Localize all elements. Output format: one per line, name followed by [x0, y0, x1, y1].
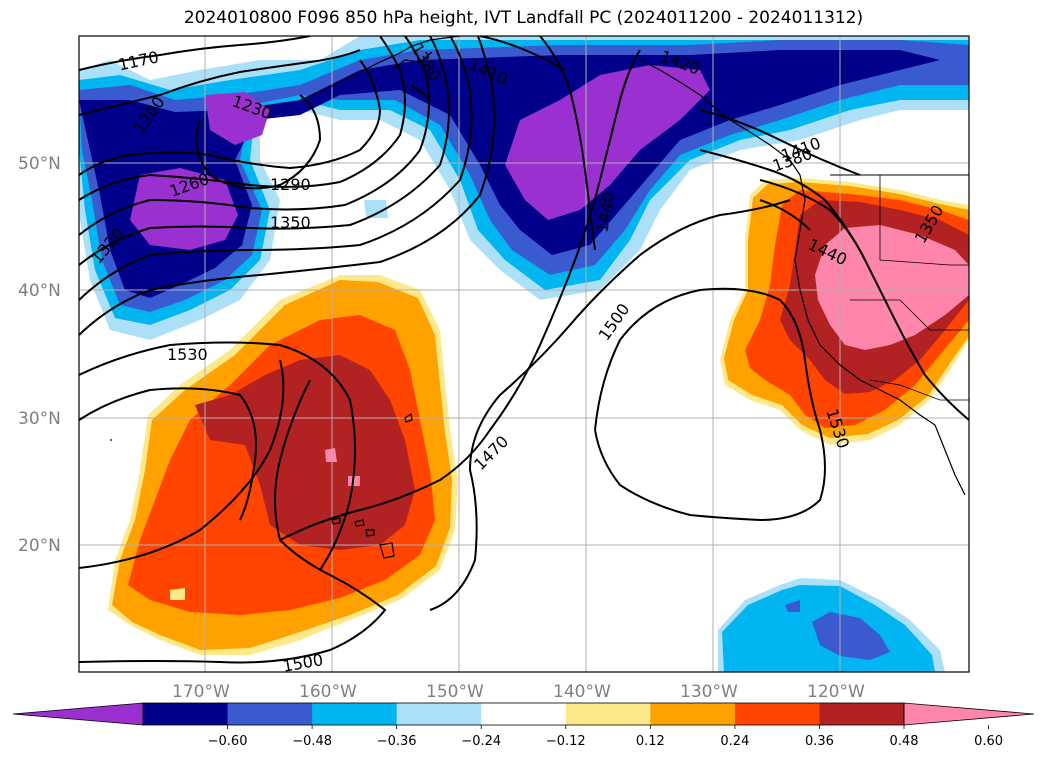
colorbar-tick-label: 0.60 — [974, 734, 1003, 749]
colorbar-tick-label: 0.12 — [636, 734, 665, 749]
coastlines — [110, 36, 969, 559]
colorbar-tick-label: −0.60 — [208, 734, 248, 749]
contour-label-1530-west: 1530 — [167, 345, 208, 364]
colorbar-segment — [481, 703, 567, 725]
latitude-labels: 50°N 40°N 30°N 20°N — [18, 154, 61, 556]
colorbar-tick-label: −0.12 — [546, 734, 586, 749]
longitude-labels: 170°W 160°W 150°W 140°W 130°W 120°W — [172, 682, 865, 702]
colorbar-tick-label: −0.36 — [377, 734, 417, 749]
lon-label-170w: 170°W — [172, 682, 230, 702]
lat-label-30n: 30°N — [18, 409, 61, 429]
colorbar-tick-label: −0.24 — [461, 734, 501, 749]
colorbar-segment — [734, 703, 820, 725]
map-title: 2024010800 F096 850 hPa height, IVT Land… — [183, 8, 864, 28]
colorbar-tick-label: 0.48 — [890, 734, 919, 749]
colorbar-tick-label: 0.36 — [805, 734, 834, 749]
colorbar-tick-label: −0.48 — [292, 734, 332, 749]
height-contours — [79, 36, 969, 664]
colorbar: −0.60 −0.48 −0.36 −0.24 −0.12 0.12 0.24 0.36 0.4… — [12, 702, 1035, 749]
colorbar-segment — [650, 703, 736, 725]
colorbar-extend-low — [12, 702, 144, 726]
lat-label-20n: 20°N — [18, 536, 61, 556]
colorbar-segment — [396, 703, 482, 725]
colorbar-segment — [143, 703, 229, 725]
lat-label-40n: 40°N — [18, 281, 61, 301]
graticule — [79, 36, 969, 672]
colorbar-segment — [227, 703, 313, 725]
lon-label-130w: 130°W — [680, 682, 738, 702]
colorbar-tick-label: 0.24 — [720, 734, 749, 749]
contour-label-1500-south: 1500 — [281, 650, 324, 676]
colorbar-segment — [819, 703, 905, 725]
lon-label-160w: 160°W — [299, 682, 357, 702]
colorbar-segment — [312, 703, 398, 725]
lon-label-120w: 120°W — [807, 682, 865, 702]
colorbar-segment — [565, 703, 651, 725]
map-plot-area: 1170 1200 1230 1260 1290 1320 1350 1380 … — [79, 36, 969, 676]
contour-label-1350: 1350 — [270, 213, 311, 232]
lat-label-50n: 50°N — [18, 154, 61, 174]
positive-anomaly-west-coast — [720, 178, 969, 445]
lon-label-150w: 150°W — [426, 682, 484, 702]
plot-frame — [78, 35, 970, 673]
colorbar-extend-high — [903, 702, 1035, 726]
lon-label-140w: 140°W — [553, 682, 611, 702]
negative-anomaly-south — [364, 200, 945, 672]
negative-anomaly-northwest — [79, 36, 969, 340]
colorbar-frame — [142, 702, 905, 726]
contour-label-1290: 1290 — [270, 175, 311, 194]
